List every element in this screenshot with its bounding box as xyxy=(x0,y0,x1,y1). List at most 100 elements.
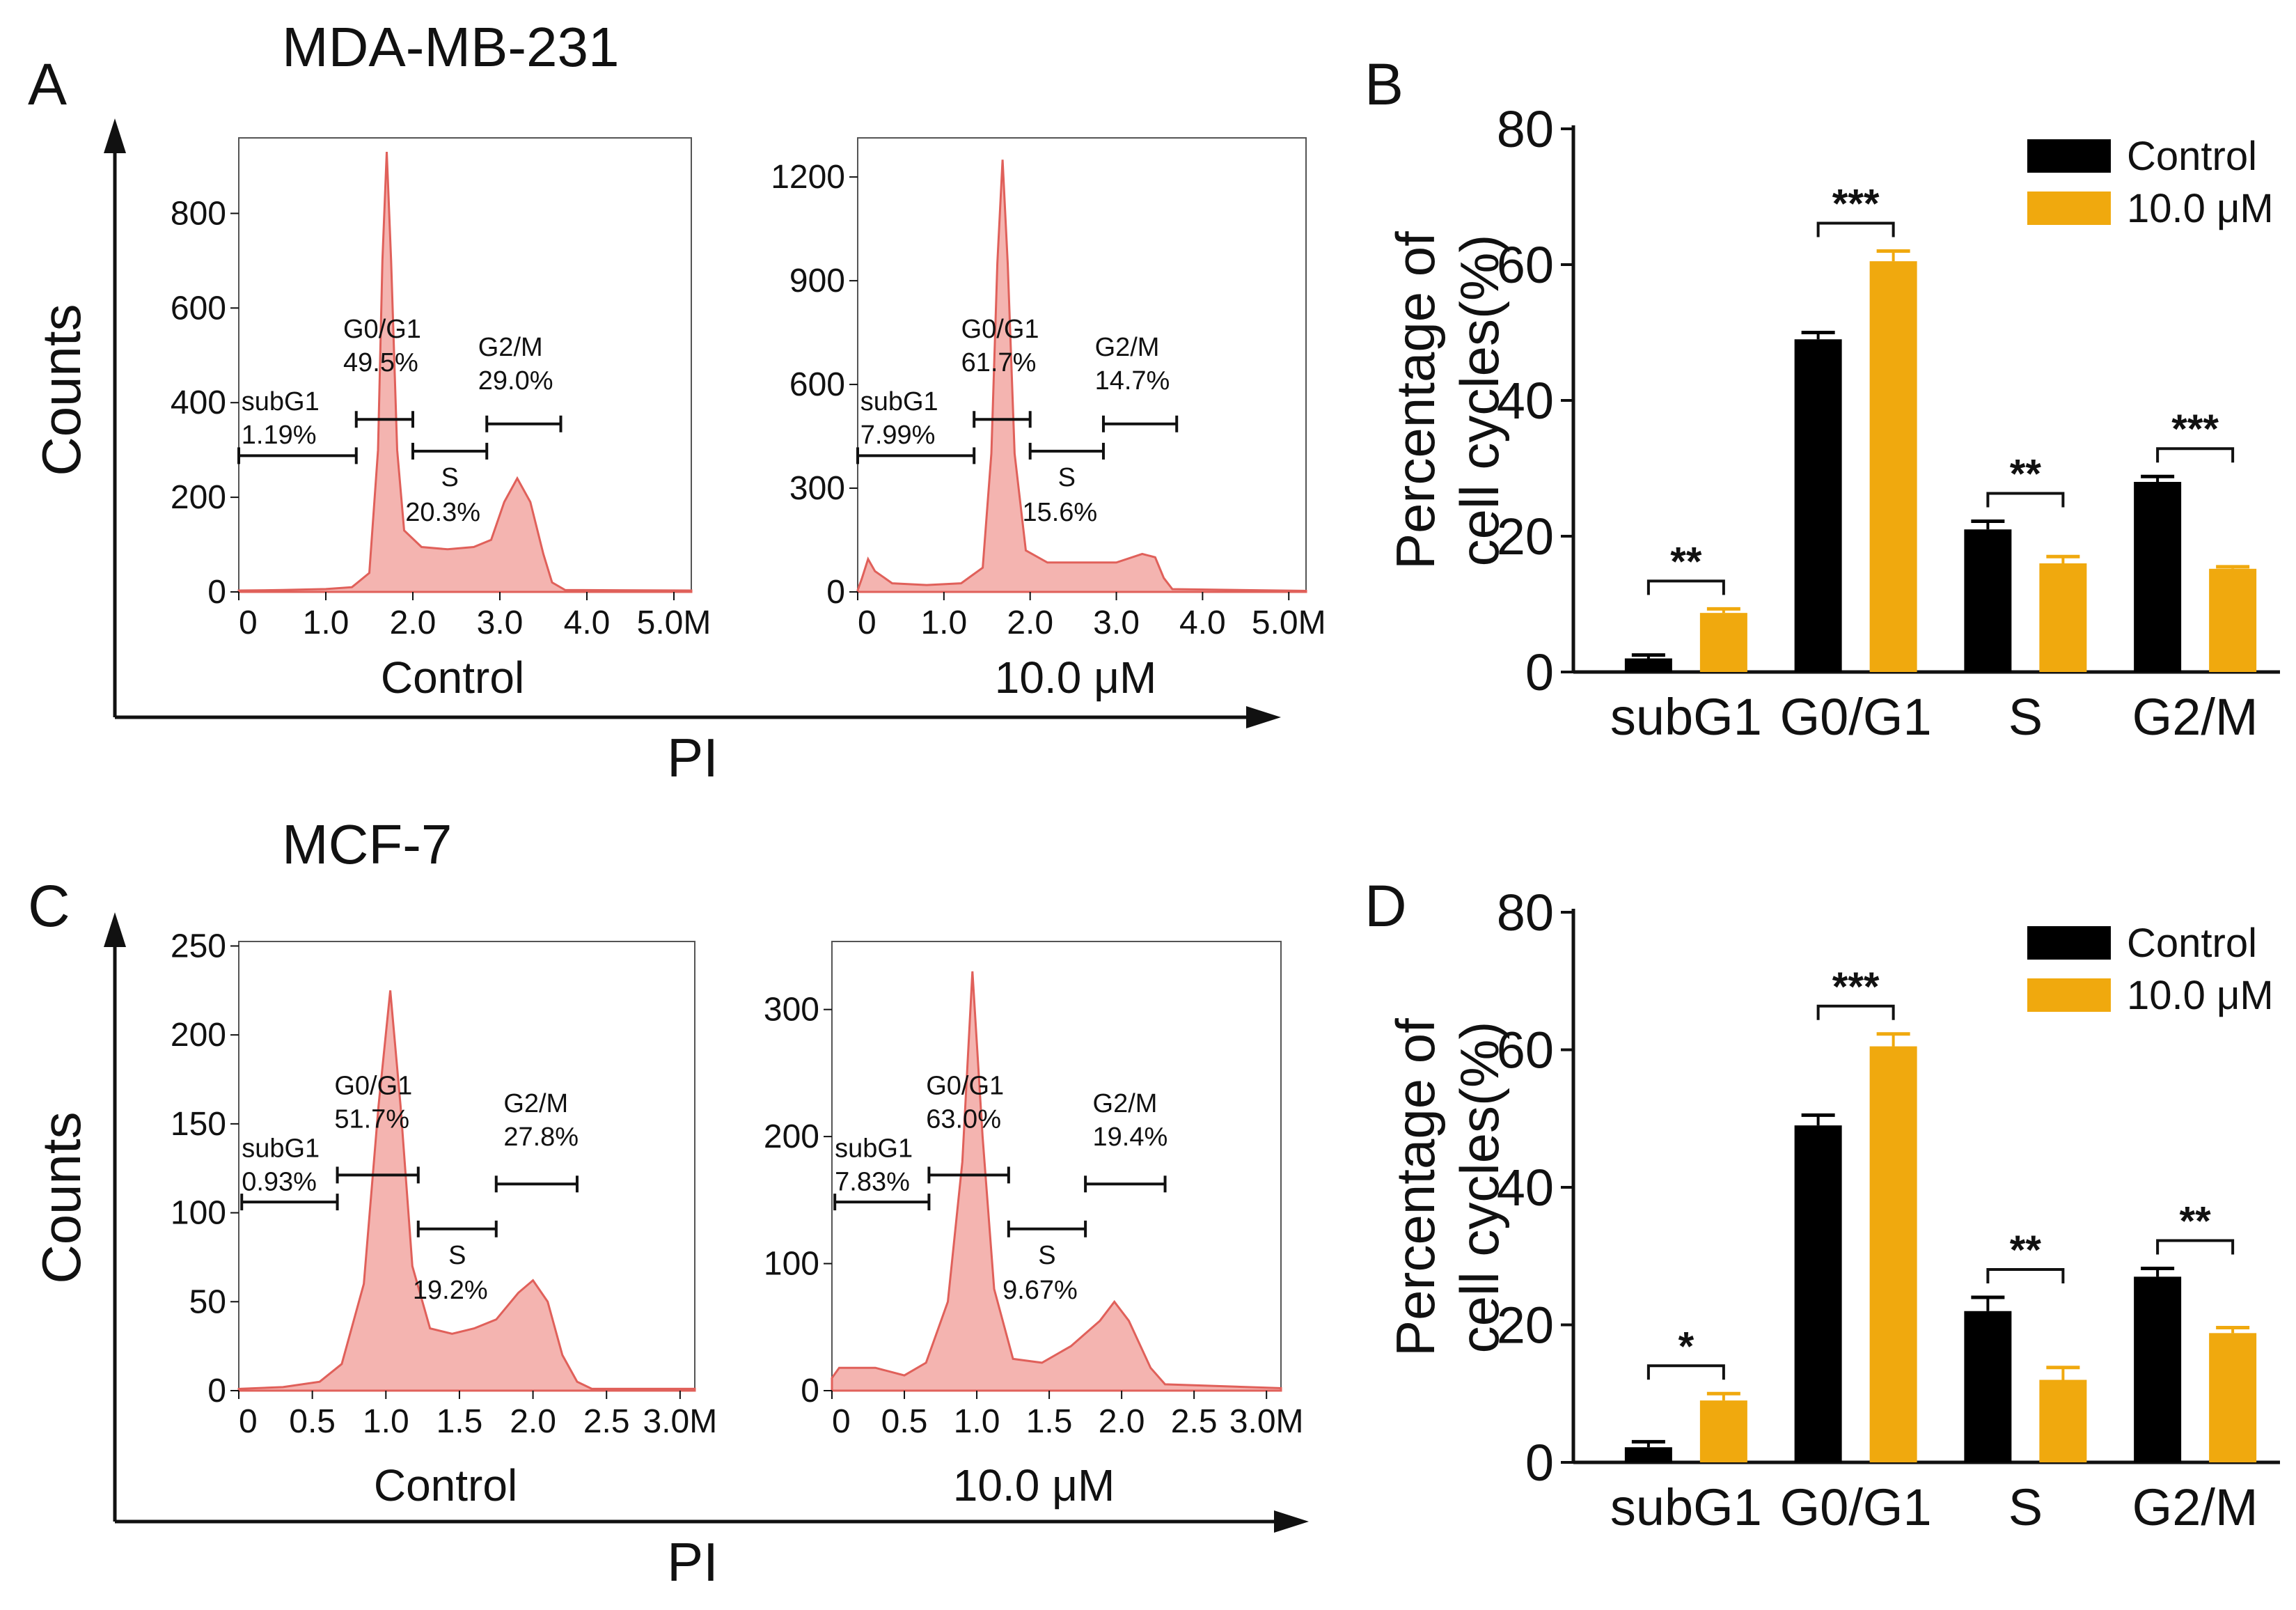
gate-name: G0/G1 xyxy=(961,315,1039,344)
x-tick-label: 1.0 xyxy=(363,1403,409,1440)
legend-swatch-control xyxy=(2027,926,2111,960)
significance-marker: ** xyxy=(2010,452,2042,497)
row-mda-mb-231: A MDA-MB-231 B Counts PI 0 1.0 2.0 3.0 4.0 5.0… xyxy=(28,16,2280,788)
significance-marker: * xyxy=(1678,1324,1695,1369)
significance-bracket xyxy=(1986,492,2065,508)
bar-treated xyxy=(1869,1046,1917,1462)
y-tick-label: 400 xyxy=(171,384,226,421)
gate-percent: 19.4% xyxy=(1093,1123,1168,1152)
histogram-area xyxy=(237,152,693,593)
legend-label: 10.0 μM xyxy=(2127,973,2274,1018)
significance-bracket xyxy=(1986,1268,2065,1283)
y-tick-label: 300 xyxy=(764,992,819,1029)
category-label: S xyxy=(2008,688,2043,746)
y-tick-label: 800 xyxy=(171,195,226,232)
gate-name: S xyxy=(1038,1241,1055,1270)
bar-y-tick-label: 60 xyxy=(1497,1022,1554,1079)
panel-letter-a: A xyxy=(28,52,67,117)
y-tick-label: 100 xyxy=(764,1246,819,1283)
legend-swatch-treated xyxy=(2027,192,2111,225)
category-label: subG1 xyxy=(1610,688,1762,746)
gate-percent: 20.3% xyxy=(405,498,480,527)
histogram-area xyxy=(856,159,1307,593)
gate-percent: 51.7% xyxy=(334,1104,409,1134)
bar-y-tick-label: 80 xyxy=(1497,884,1554,941)
panel-letter-c: C xyxy=(28,873,70,939)
plot-frame xyxy=(831,941,1282,1391)
x-axis-arrowhead xyxy=(1246,706,1281,728)
legend-label: 10.0 μM xyxy=(2127,186,2274,231)
y-axis-arrowhead xyxy=(104,118,126,153)
x-tick-label: 3.0M xyxy=(1229,1403,1304,1440)
x-tick-label: 2.0 xyxy=(1099,1403,1145,1440)
legend-label: Control xyxy=(2127,921,2257,966)
histogram-treated: 0 1.0 2.0 3.0 4.0 5.0M 0 300 600 900 1200 subG1 7.99… xyxy=(771,137,1326,703)
gate-name: G0/G1 xyxy=(343,315,421,344)
histogram-treated: 0 0.5 1.0 1.5 2.0 2.5 3.0M 0 100 200 300 subG1 7.83%… xyxy=(764,941,1304,1510)
y-axis-label: Counts xyxy=(31,1111,92,1283)
y-tick-label: 200 xyxy=(764,1118,819,1155)
x-tick-label: 4.0 xyxy=(1179,604,1226,641)
y-tick-label: 0 xyxy=(207,1373,226,1409)
bar-treated xyxy=(2039,563,2087,672)
y-tick-label: 200 xyxy=(171,479,226,516)
bar-y-label-line1: Percentage of xyxy=(1385,1018,1446,1357)
cell-line-title: MDA-MB-231 xyxy=(282,16,620,78)
gate-name: S xyxy=(1058,463,1076,492)
gate-name: G0/G1 xyxy=(926,1071,1004,1100)
gate-name: G2/M xyxy=(1093,1089,1158,1118)
y-tick-label: 900 xyxy=(789,263,845,299)
significance-marker: ** xyxy=(2180,1199,2212,1244)
gate-percent: 7.83% xyxy=(835,1168,910,1197)
significance-marker: ** xyxy=(2010,1228,2042,1273)
panel-letter-b: B xyxy=(1365,52,1403,117)
y-tick-label: 300 xyxy=(789,470,845,507)
gate-percent: 9.67% xyxy=(1002,1276,1078,1305)
x-axis-arrowhead xyxy=(1274,1510,1309,1533)
gate-name: subG1 xyxy=(860,387,938,416)
y-tick-label: 600 xyxy=(171,290,226,327)
legend-label: Control xyxy=(2127,134,2257,179)
y-tick-label: 50 xyxy=(189,1283,226,1320)
significance-bracket xyxy=(2156,1239,2235,1255)
y-tick-label: 1200 xyxy=(771,159,845,196)
x-tick-label: 2.5 xyxy=(1171,1403,1218,1440)
significance-marker: *** xyxy=(2171,407,2219,452)
bar-control xyxy=(1794,1125,1842,1462)
category-label: G2/M xyxy=(2132,688,2258,746)
bar-y-tick-label: 20 xyxy=(1497,508,1554,565)
gate-name: S xyxy=(448,1241,466,1270)
gate-percent: 15.6% xyxy=(1022,498,1097,527)
significance-marker: *** xyxy=(1832,964,1880,1010)
gate-percent: 19.2% xyxy=(413,1276,488,1305)
gate-name: subG1 xyxy=(835,1134,913,1164)
histogram-control: 0 1.0 2.0 3.0 4.0 5.0M 0 200 400 600 800 subG1 1.19%… xyxy=(171,137,711,703)
bar-y-label-line2: cell cycles(%) xyxy=(1449,1022,1510,1354)
bar-control xyxy=(1624,658,1672,672)
y-tick-label: 150 xyxy=(171,1106,226,1143)
legend-swatch-treated xyxy=(2027,978,2111,1012)
bar-y-tick-label: 20 xyxy=(1497,1297,1554,1354)
bar-control xyxy=(2134,482,2182,672)
bar-control xyxy=(2134,1276,2182,1462)
significance-bracket xyxy=(2156,447,2235,463)
gate-percent: 1.19% xyxy=(242,421,317,450)
x-tick-label: 3.0M xyxy=(643,1403,718,1440)
x-tick-label: 2.0 xyxy=(1007,604,1053,641)
cell-line-title: MCF-7 xyxy=(282,813,452,875)
gate-percent: 27.8% xyxy=(503,1123,579,1152)
bar-y-tick-label: 40 xyxy=(1497,372,1554,430)
category-label: G2/M xyxy=(2132,1478,2258,1536)
condition-label: 10.0 μM xyxy=(995,652,1157,703)
histogram-area xyxy=(237,990,696,1392)
gate-percent: 61.7% xyxy=(961,348,1037,377)
legend-swatch-control xyxy=(2027,139,2111,173)
y-axis-label: Counts xyxy=(31,304,92,476)
x-axis-label: PI xyxy=(667,727,718,788)
x-tick-label: 4.0 xyxy=(564,604,611,641)
bar-chart: 0 20 40 60 80 subG1 ** G0/G1 *** S ** G2/M *** Percen… xyxy=(1385,100,2280,746)
category-label: subG1 xyxy=(1610,1478,1762,1536)
significance-bracket xyxy=(1646,1364,1725,1380)
x-tick-label: 0 xyxy=(832,1403,851,1440)
y-tick-label: 0 xyxy=(801,1373,819,1409)
